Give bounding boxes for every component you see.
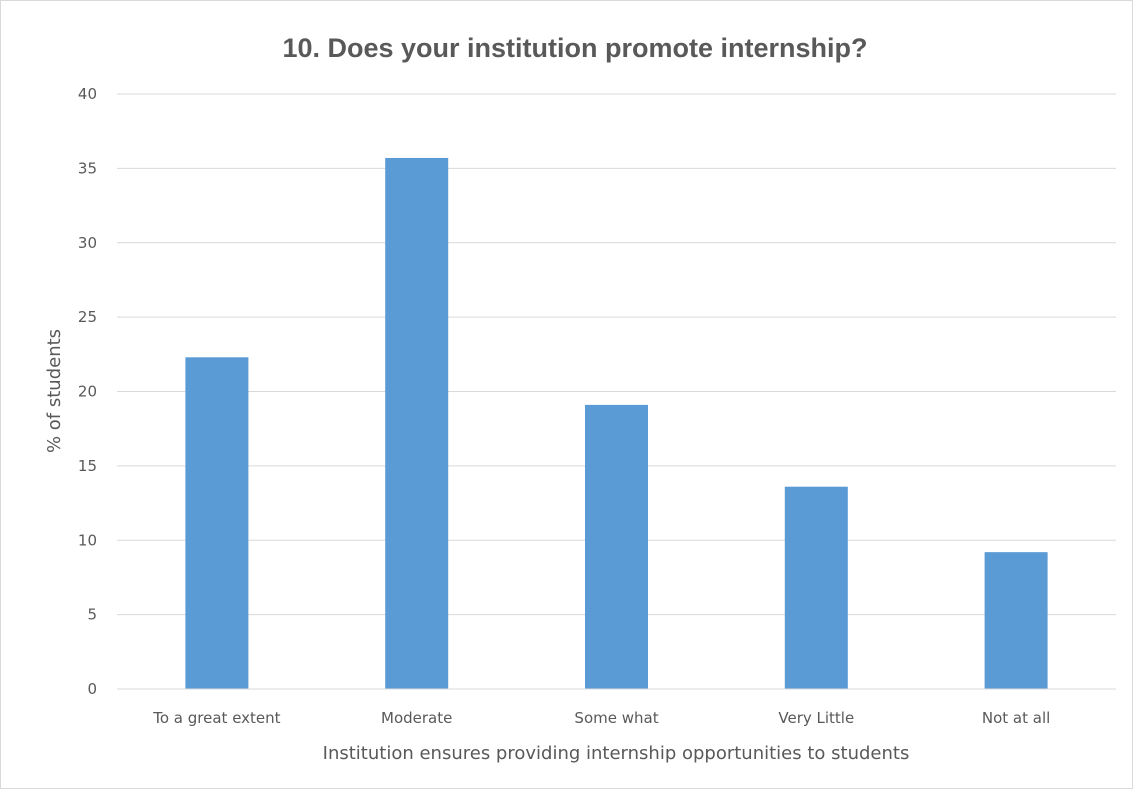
y-tick-label: 15 bbox=[78, 457, 97, 475]
bar bbox=[785, 487, 848, 689]
bar bbox=[585, 405, 648, 689]
x-tick-label: Some what bbox=[574, 709, 658, 727]
x-tick-label: Very Little bbox=[778, 709, 854, 727]
y-tick-label: 30 bbox=[78, 234, 97, 252]
x-axis-title: Institution ensures providing internship… bbox=[323, 743, 910, 764]
x-axis-ticks: To a great extent Moderate Some what Very L… bbox=[152, 709, 1050, 727]
y-axis-title: % of students bbox=[44, 329, 65, 453]
y-axis-ticks: 0 5 10 15 20 25 30 35 40 bbox=[78, 85, 97, 698]
bars bbox=[185, 158, 1047, 689]
chart-title: 10. Does your institution promote intern… bbox=[282, 33, 867, 63]
bar bbox=[185, 357, 248, 689]
y-tick-label: 10 bbox=[78, 531, 97, 549]
x-tick-label: Moderate bbox=[381, 709, 452, 727]
y-tick-label: 0 bbox=[87, 680, 97, 698]
y-tick-label: 25 bbox=[78, 308, 97, 326]
y-tick-label: 35 bbox=[78, 159, 97, 177]
y-tick-label: 20 bbox=[78, 383, 97, 401]
x-tick-label: Not at all bbox=[982, 709, 1050, 727]
bar bbox=[385, 158, 448, 689]
x-tick-label: To a great extent bbox=[152, 709, 280, 727]
y-tick-label: 40 bbox=[78, 85, 97, 103]
bar bbox=[985, 552, 1048, 689]
y-tick-label: 5 bbox=[87, 606, 97, 624]
